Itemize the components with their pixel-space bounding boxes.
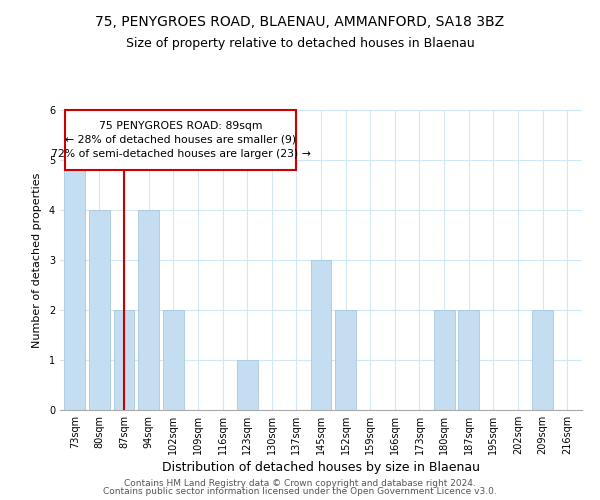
Bar — [89, 210, 110, 410]
Bar — [64, 160, 85, 410]
Text: Size of property relative to detached houses in Blaenau: Size of property relative to detached ho… — [125, 38, 475, 51]
X-axis label: Distribution of detached houses by size in Blaenau: Distribution of detached houses by size … — [162, 461, 480, 474]
FancyBboxPatch shape — [65, 110, 296, 170]
Text: Contains HM Land Registry data © Crown copyright and database right 2024.: Contains HM Land Registry data © Crown c… — [124, 478, 476, 488]
Text: 75 PENYGROES ROAD: 89sqm
← 28% of detached houses are smaller (9)
72% of semi-de: 75 PENYGROES ROAD: 89sqm ← 28% of detach… — [51, 121, 311, 159]
Bar — [458, 310, 479, 410]
Bar — [138, 210, 159, 410]
Bar — [335, 310, 356, 410]
Text: Contains public sector information licensed under the Open Government Licence v3: Contains public sector information licen… — [103, 487, 497, 496]
Bar — [434, 310, 455, 410]
Bar — [311, 260, 331, 410]
Bar — [236, 360, 257, 410]
Bar — [163, 310, 184, 410]
Bar — [532, 310, 553, 410]
Y-axis label: Number of detached properties: Number of detached properties — [32, 172, 42, 348]
Bar — [113, 310, 134, 410]
Text: 75, PENYGROES ROAD, BLAENAU, AMMANFORD, SA18 3BZ: 75, PENYGROES ROAD, BLAENAU, AMMANFORD, … — [95, 15, 505, 29]
